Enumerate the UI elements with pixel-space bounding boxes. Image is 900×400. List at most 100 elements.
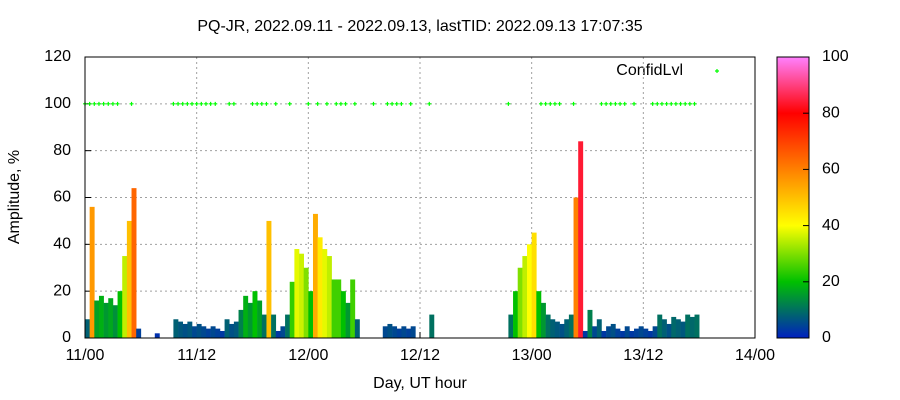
bar [634,328,639,338]
confid-point [543,101,548,106]
confid-point [208,101,213,106]
confid-point [315,101,320,106]
chart-title: PQ-JR, 2022.09.11 - 2022.09.13, lastTID:… [197,18,642,35]
bar [285,314,291,338]
bar [108,298,114,338]
bar [694,314,700,338]
confid-point [678,101,683,106]
confid-point [664,101,669,106]
x-tick-label: 13/00 [512,347,552,364]
confid-point [324,101,329,106]
bar [257,300,263,338]
bar [271,314,277,338]
confid-point [427,101,432,106]
y-tick-label: 120 [44,48,71,65]
bar [252,291,258,338]
bar [322,249,328,338]
bar [406,328,411,338]
bar [117,291,123,338]
bar [331,279,337,338]
x-tick-label: 11/12 [177,347,216,364]
confid-point [352,101,357,106]
bar [582,330,588,338]
confid-point [259,101,264,106]
confid-point [371,101,376,106]
confid-point [129,101,134,106]
bar [540,302,546,338]
bar [98,295,104,338]
confid-point [334,101,339,106]
bar [219,330,225,338]
bar [610,323,616,338]
bar [513,291,519,338]
confid-point [190,101,195,106]
bar [671,316,677,338]
confid-point [87,101,92,106]
confid-point [659,101,664,106]
bar [550,319,556,338]
bar [238,309,244,338]
confid-point [632,101,637,106]
confid-point [687,101,692,106]
bar [336,279,342,338]
bar [280,326,286,338]
bar [178,321,184,338]
bar [317,237,323,338]
confid-point [231,101,236,106]
colorbar-tick-label: 100 [822,48,849,65]
x-tick-label: 12/12 [400,347,440,364]
colorbar-tick-label: 40 [822,217,840,234]
bar [675,319,681,338]
confid-point [185,101,190,106]
y-tick-label: 100 [44,95,71,112]
bar [689,316,695,338]
bar [354,319,360,338]
bar [643,328,649,338]
colorbar-tick-label: 60 [822,161,840,178]
colorbar [776,56,810,339]
bar [85,319,90,338]
bar [126,220,132,338]
confid-point [399,101,404,106]
bar [308,291,314,338]
confid-point [571,101,576,106]
confid-point [655,101,660,106]
confid-point [264,101,269,106]
confid-point [106,101,111,106]
confid-point [692,101,697,106]
bar [233,321,239,338]
bar [536,291,542,338]
bar [224,319,230,338]
bar [554,321,560,338]
bar [294,249,300,338]
bar [345,302,351,338]
bar [131,188,137,338]
bar [326,256,332,338]
confid-point [338,101,343,106]
confid-point [552,101,557,106]
bar [154,333,160,338]
confid-point [548,101,553,106]
y-tick-label: 60 [53,189,71,206]
bar [382,326,388,338]
confid-point [650,101,655,106]
confid-point [180,101,185,106]
colorbar-tick-label: 0 [822,329,831,346]
bar [205,328,211,338]
x-tick-label: 14/00 [735,347,775,364]
bar [615,328,621,338]
bar [266,220,272,338]
bar [243,295,249,338]
bar [661,319,667,338]
confid-point [408,101,413,106]
bar [629,330,635,338]
bar [94,300,100,338]
confid-point [669,101,674,106]
bar [103,302,109,338]
y-axis-label: Amplitude, % [6,150,23,244]
bar [601,330,607,338]
bar [303,267,309,338]
bar [587,309,593,338]
confid-point [604,101,609,106]
bar [392,326,398,338]
